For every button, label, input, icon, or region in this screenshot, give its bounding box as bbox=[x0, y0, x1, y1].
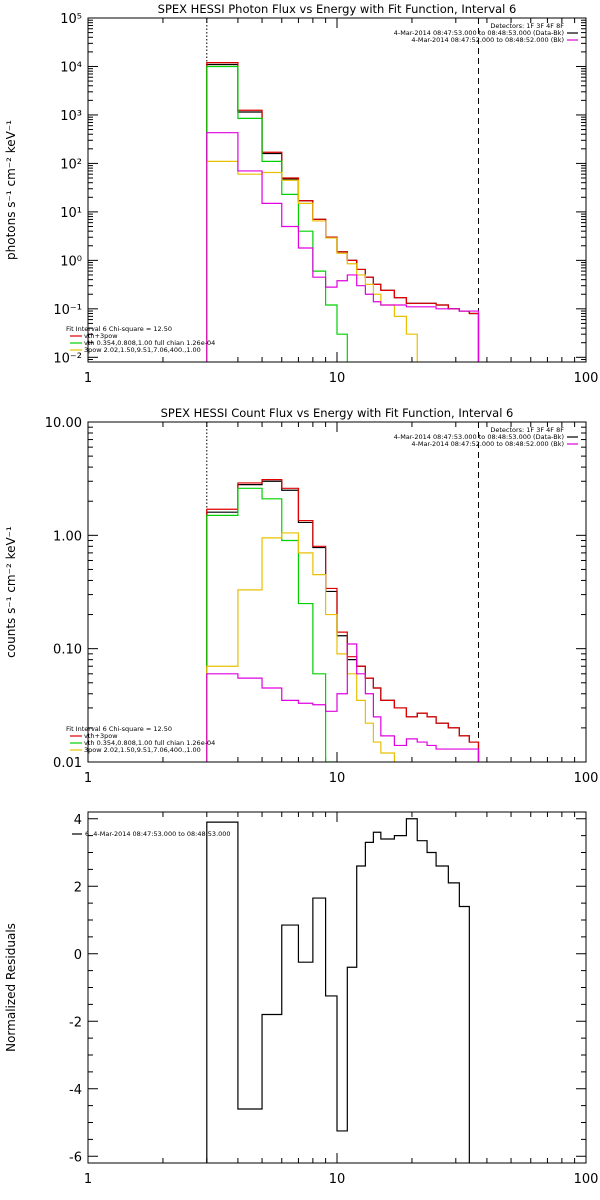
photon-xtick-label: 100 bbox=[574, 371, 599, 386]
count-xtick-label: 100 bbox=[574, 771, 599, 786]
photon-legend-bottomleft-item: 3pow 2.02,1.50,9.51,7.06,400.,1.00 bbox=[84, 346, 201, 354]
photon-legend-bottomleft-item: vth 0.354,0.808,1.00 full chian 1.26e-04 bbox=[84, 339, 215, 347]
count-ytick-label: 1.00 bbox=[53, 529, 82, 544]
resid-ytick-label: -4 bbox=[69, 1083, 82, 1098]
photon-series-total bbox=[206, 63, 480, 362]
resid-ytick-label: 2 bbox=[74, 880, 82, 895]
photon-ylabel: photons s⁻¹ cm⁻² keV⁻¹ bbox=[4, 120, 18, 260]
resid-ytick-label: 4 bbox=[74, 813, 82, 828]
count-xtick-label: 1 bbox=[84, 771, 92, 786]
count-ylabel: counts s⁻¹ cm⁻² keV⁻¹ bbox=[4, 526, 18, 658]
count-ytick-label: 10.00 bbox=[45, 416, 82, 431]
photon-legend-topright-item: Detectors: 1F 3F 4F 8F bbox=[490, 22, 564, 30]
photon-series-vth bbox=[206, 65, 348, 362]
photon-ytick-label: 10² bbox=[60, 157, 82, 172]
count-series-vth bbox=[206, 487, 337, 762]
count-legend-topright-item: 4-Mar-2014 08:47:52.000 to 08:48:52.000 … bbox=[411, 440, 564, 448]
photon-legend-topright-item: 4-Mar-2014 08:47:53.000 to 08:48:53.000 … bbox=[394, 29, 564, 37]
count-series-background bbox=[206, 643, 480, 762]
photon-ytick-label: 10¹ bbox=[60, 206, 82, 221]
count-legend-topright-item: Detectors: 1F 3F 4F 8F bbox=[490, 426, 564, 434]
photon-plot-frame bbox=[87, 17, 587, 363]
resid-ytick-label: -6 bbox=[69, 1150, 82, 1165]
photon-ytick-label: 10³ bbox=[60, 109, 82, 124]
count-ytick-label: 0.01 bbox=[53, 756, 82, 771]
photon-title: SPEX HESSI Photon Flux vs Energy with Fi… bbox=[158, 2, 517, 16]
photon-xtick-label: 1 bbox=[84, 371, 92, 386]
count-legend-bottomleft-item: vth 0.354,0.808,1.00 full chian 1.26e-04 bbox=[84, 739, 215, 747]
count-series-total bbox=[206, 480, 480, 762]
resid-legend-topleft-item: 6. 4-Mar-2014 08:47:53.000 to 08:48:53.0… bbox=[85, 830, 231, 838]
photon-series-fit_sum bbox=[206, 62, 480, 362]
photon-legend-topright-item: 4-Mar-2014 08:47:52.000 to 08:48:52.000 … bbox=[411, 36, 564, 44]
resid-ylabel: Normalized Residuals bbox=[4, 923, 18, 1052]
photon-ytick-label: 10⁻² bbox=[53, 351, 82, 366]
photon-legend-bottomleft-item: vth+3pow bbox=[84, 332, 118, 340]
resid-plot-frame bbox=[87, 811, 587, 1164]
photon-ytick-label: 10⁻¹ bbox=[53, 303, 82, 318]
resid-xtick-label: 100 bbox=[574, 1172, 599, 1187]
count-legend-topright-item: 4-Mar-2014 08:47:53.000 to 08:48:53.000 … bbox=[394, 433, 564, 441]
photon-ytick-label: 10⁴ bbox=[60, 60, 82, 75]
photon-ytick-label: 10⁰ bbox=[60, 254, 82, 269]
photon-series-background bbox=[206, 132, 480, 362]
photon-ytick-label: 10⁵ bbox=[60, 12, 82, 27]
resid-series-total bbox=[206, 818, 470, 1163]
count-legend-bottomleft-item: vth+3pow bbox=[84, 732, 118, 740]
resid-xtick-label: 10 bbox=[329, 1172, 346, 1187]
count-series-fit_sum bbox=[206, 479, 480, 762]
count-legend-bottomleft-item: Fit Interval 6 Chi-square = 12.50 bbox=[66, 725, 172, 733]
count-legend-bottomleft-item: 3pow 2.02,1.50,9.51,7.06,400.,1.00 bbox=[84, 746, 201, 754]
resid-ytick-label: -2 bbox=[69, 1015, 82, 1030]
photon-legend-bottomleft-item: Fit Interval 6 Chi-square = 12.50 bbox=[66, 325, 172, 333]
count-xtick-label: 10 bbox=[329, 771, 346, 786]
photon-xtick-label: 10 bbox=[329, 371, 346, 386]
resid-ytick-label: 0 bbox=[74, 948, 82, 963]
photon-series-bpow bbox=[206, 160, 418, 362]
count-plot-frame bbox=[87, 421, 587, 763]
count-title: SPEX HESSI Count Flux vs Energy with Fit… bbox=[161, 406, 514, 420]
resid-xtick-label: 1 bbox=[84, 1172, 92, 1187]
count-ytick-label: 0.10 bbox=[53, 643, 82, 658]
count-series-bpow bbox=[206, 532, 395, 762]
